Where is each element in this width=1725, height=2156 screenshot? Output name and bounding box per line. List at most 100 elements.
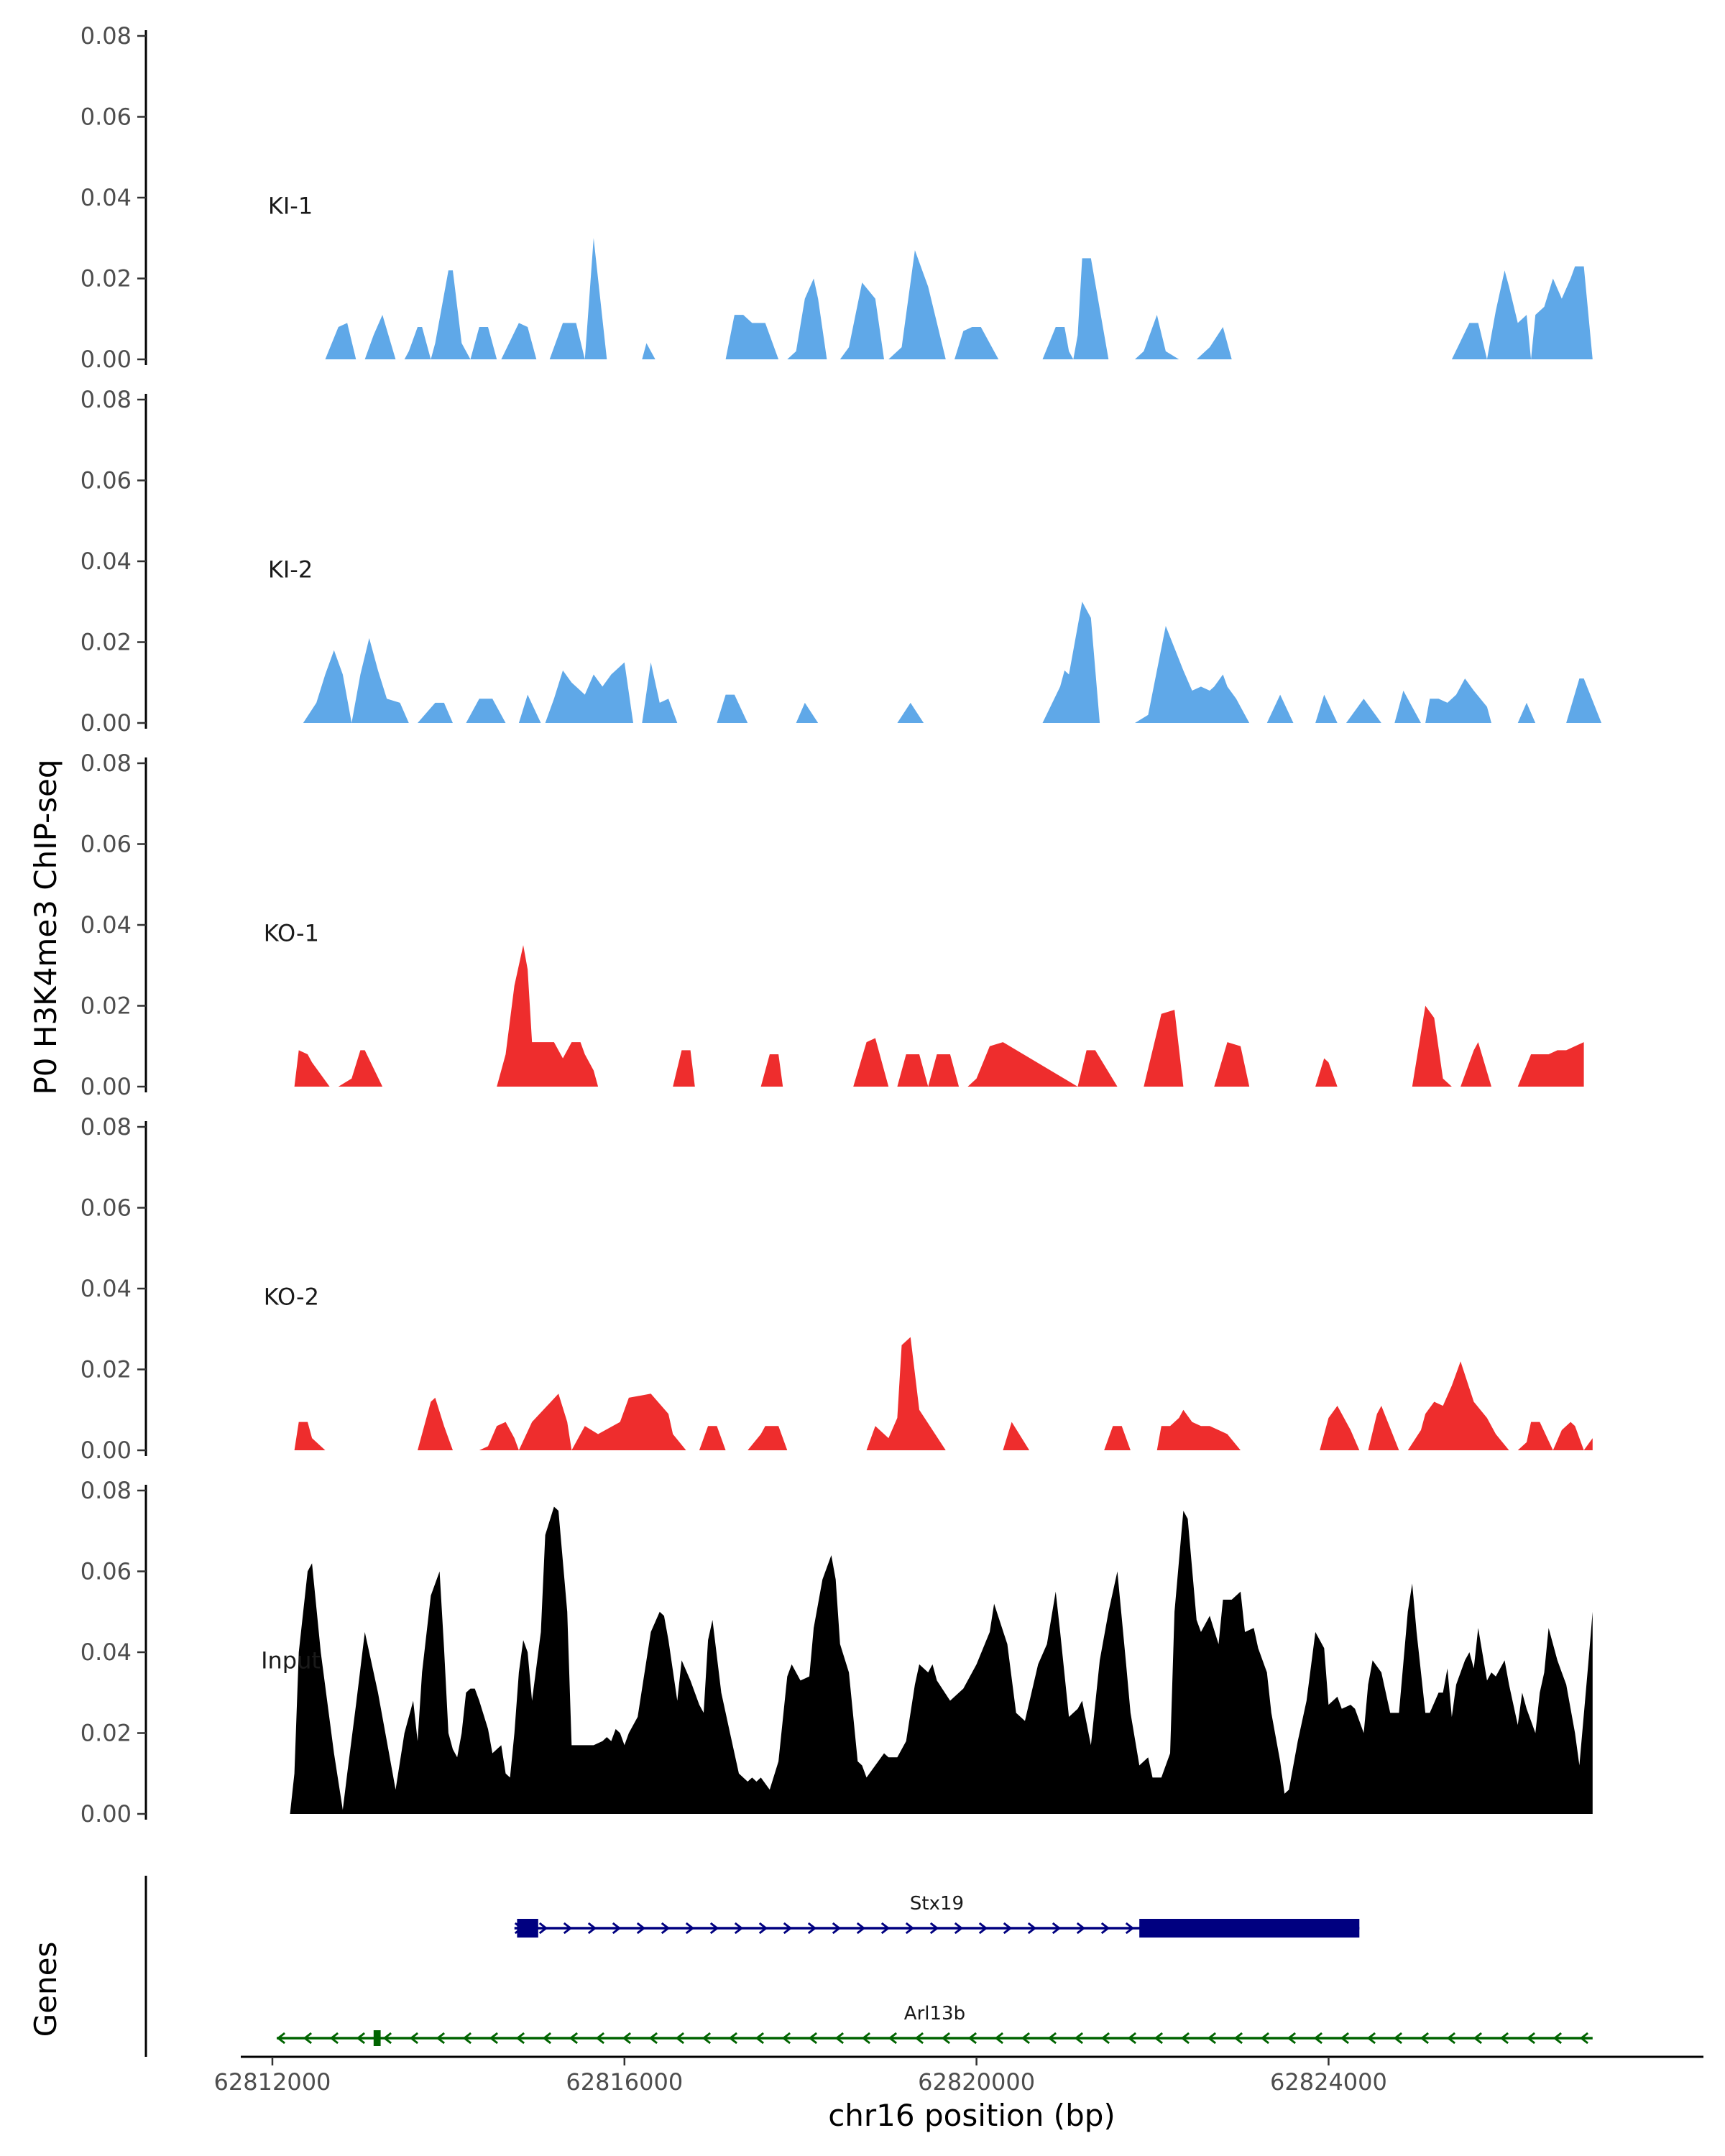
strand-chevron — [1473, 2032, 1483, 2045]
y-tick-label: 0.08 — [80, 1113, 132, 1141]
strand-chevron — [1027, 1922, 1037, 1935]
strand-chevron — [1074, 2032, 1084, 2045]
track-input: 0.00 0.02 0.04 0.06 0.08 Input — [80, 1477, 1593, 1828]
strand-chevron — [436, 2032, 446, 2045]
y-tick-label: 0.06 — [80, 103, 132, 131]
gene-name-label: Stx19 — [910, 1893, 964, 1915]
y-tick-label: 0.00 — [80, 1073, 132, 1100]
strand-chevron — [1180, 2032, 1190, 2045]
strand-chevron — [1446, 2032, 1456, 2045]
strand-chevron — [702, 2032, 712, 2045]
y-tick-label: 0.04 — [80, 1639, 132, 1666]
y-tick-label: 0.00 — [80, 709, 132, 737]
track-label: KI-2 — [268, 556, 313, 583]
y-axis-title: P0 H3K4me3 ChIP-seq — [28, 759, 63, 1095]
y-tick-label: 0.08 — [80, 22, 132, 50]
strand-chevron — [1233, 2032, 1243, 2045]
strand-chevron — [622, 2032, 632, 2045]
strand-chevron — [356, 2032, 366, 2045]
strand-chevron — [612, 1922, 622, 1935]
strand-chevron — [648, 2032, 658, 2045]
strand-chevron — [861, 2032, 871, 2045]
y-tick-label: 0.06 — [80, 467, 132, 494]
strand-chevron — [1047, 2032, 1057, 2045]
strand-chevron — [734, 1922, 744, 1935]
y-tick-label: 0.08 — [80, 1477, 132, 1504]
gene-exon — [373, 2030, 381, 2046]
strand-chevron — [382, 2032, 392, 2045]
y-tick-label: 0.08 — [80, 750, 132, 777]
strand-chevron — [1366, 2032, 1376, 2045]
x-tick-label: 62820000 — [918, 2068, 1035, 2096]
strand-chevron — [1499, 2032, 1509, 2045]
y-tick-label: 0.06 — [80, 1558, 132, 1585]
strand-chevron — [1393, 2032, 1403, 2045]
strand-chevron — [542, 2032, 552, 2045]
signal-area-ko-1 — [294, 945, 1584, 1087]
strand-chevron — [978, 1922, 988, 1935]
strand-chevron — [1076, 1922, 1086, 1935]
strand-chevron — [1313, 2032, 1323, 2045]
gene-stx19: Stx19 — [514, 1893, 1360, 1938]
strand-chevron — [834, 2032, 845, 2045]
x-tick-label: 62812000 — [214, 2068, 331, 2096]
x-axis-title: chr16 position (bp) — [828, 2098, 1116, 2133]
x-axis: 62812000 62816000 62820000 62824000 — [214, 2055, 1703, 2096]
gene-exon — [1139, 1919, 1360, 1938]
strand-chevron — [709, 1922, 719, 1935]
strand-chevron — [636, 1922, 646, 1935]
strand-chevron — [1207, 2032, 1217, 2045]
y-tick-label: 0.00 — [80, 346, 132, 373]
strand-chevron — [276, 2032, 286, 2045]
strand-chevron — [1420, 2032, 1430, 2045]
strand-chevron — [967, 2032, 978, 2045]
strand-chevron — [1579, 2032, 1589, 2045]
signal-area-ki-1 — [308, 238, 1637, 359]
strand-chevron — [755, 2032, 765, 2045]
strand-chevron — [807, 1922, 817, 1935]
y-tick-label: 0.02 — [80, 1356, 132, 1383]
track-ko-2: 0.00 0.02 0.04 0.06 0.08 KO-2 — [80, 1113, 1593, 1464]
strand-chevron — [675, 2032, 685, 2045]
strand-chevron — [832, 1922, 842, 1935]
signal-area-input — [290, 1506, 1593, 1814]
gene-name-label: Arl13b — [904, 2003, 965, 2024]
strand-chevron — [856, 1922, 866, 1935]
strand-chevron — [880, 1922, 891, 1935]
genes-track-title: Genes — [28, 1942, 63, 2037]
strand-chevron — [1052, 1922, 1062, 1935]
strand-chevron — [661, 1922, 671, 1935]
strand-chevron — [538, 1922, 548, 1935]
strand-chevron — [1021, 2032, 1031, 2045]
strand-chevron — [1154, 2032, 1164, 2045]
strand-chevron — [905, 1922, 915, 1935]
signal-area-ki-2 — [290, 602, 1602, 723]
strand-chevron — [329, 2032, 339, 2045]
strand-chevron — [1260, 2032, 1270, 2045]
strand-chevron — [1287, 2032, 1297, 2045]
y-tick-label: 0.06 — [80, 1194, 132, 1222]
strand-chevron — [728, 2032, 738, 2045]
strand-chevron — [941, 2032, 951, 2045]
strand-chevron — [1127, 2032, 1137, 2045]
strand-chevron — [888, 2032, 898, 2045]
strand-chevron — [462, 2032, 472, 2045]
x-tick-label: 62816000 — [566, 2068, 683, 2096]
strand-chevron — [563, 1922, 573, 1935]
strand-chevron — [409, 2032, 419, 2045]
y-tick-label: 0.00 — [80, 1800, 132, 1828]
y-tick-label: 0.04 — [80, 1275, 132, 1302]
track-ki-1: 0.00 0.02 0.04 0.06 0.08 KI-1 — [80, 22, 1637, 373]
strand-chevron — [303, 2032, 313, 2045]
strand-chevron — [569, 2032, 579, 2045]
strand-chevron — [1552, 2032, 1563, 2045]
strand-chevron — [587, 1922, 597, 1935]
strand-chevron — [489, 2032, 499, 2045]
strand-chevron — [954, 1922, 964, 1935]
y-tick-label: 0.00 — [80, 1437, 132, 1464]
y-tick-label: 0.02 — [80, 992, 132, 1020]
strand-chevron — [929, 1922, 939, 1935]
track-label: Input — [261, 1646, 321, 1674]
y-tick-label: 0.02 — [80, 1720, 132, 1747]
